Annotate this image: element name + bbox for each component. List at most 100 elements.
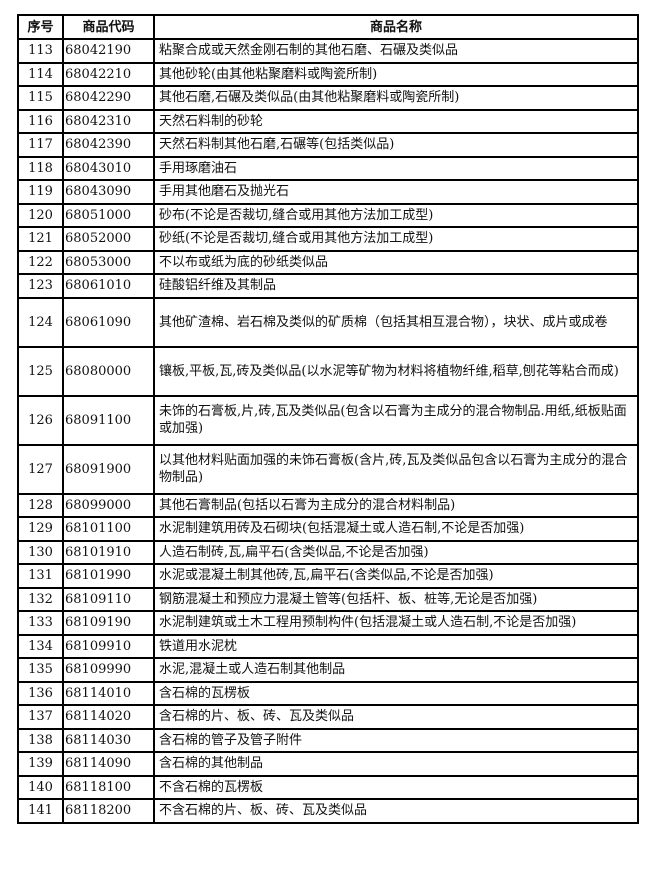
commodity-code-cell: 68042290 (62, 85, 155, 111)
table-row: 138 68114030 含石棉的管子及管子附件 (17, 727, 639, 753)
commodity-code-cell: 68101100 (62, 516, 155, 542)
commodity-name-cell: 手用琢磨油石 (153, 155, 639, 181)
serial-number-cell: 130 (17, 539, 64, 565)
commodity-code-cell: 68051000 (62, 202, 155, 228)
table-row: 113 68042190 粘聚合成或天然金刚石制的其他石磨、石碾及类似品 (17, 38, 639, 64)
serial-number-cell: 124 (17, 296, 64, 348)
table-row: 136 68114010 含石棉的瓦楞板 (17, 680, 639, 706)
commodity-name-cell: 手用其他磨石及抛光石 (153, 179, 639, 205)
commodity-name-cell: 镶板,平板,瓦,砖及类似品(以水泥等矿物为材料将植物纤维,稻草,刨花等粘合而成) (153, 345, 639, 397)
commodity-code-cell: 68061090 (62, 296, 155, 348)
serial-number-cell: 115 (17, 85, 64, 111)
commodity-code-cell: 68080000 (62, 345, 155, 397)
table-row: 118 68043010 手用琢磨油石 (17, 155, 639, 181)
serial-number-cell: 132 (17, 586, 64, 612)
commodity-code-cell: 68114020 (62, 704, 155, 730)
table-row: 114 68042210 其他砂轮(由其他粘聚磨料或陶瓷所制) (17, 61, 639, 87)
commodity-code-cell: 68053000 (62, 249, 155, 275)
table-row: 135 68109990 水泥,混凝土或人造石制其他制品 (17, 657, 639, 683)
commodity-code-cell: 68052000 (62, 226, 155, 252)
serial-number-cell: 138 (17, 727, 64, 753)
commodity-name-cell: 水泥制建筑用砖及石砌块(包括混凝土或人造石制,不论是否加强) (153, 516, 639, 542)
table-row: 115 68042290 其他石磨,石碾及类似品(由其他粘聚磨料或陶瓷所制) (17, 85, 639, 111)
commodity-code-cell: 68061010 (62, 273, 155, 299)
commodity-name-cell: 含石棉的其他制品 (153, 751, 639, 777)
serial-number-cell: 116 (17, 108, 64, 134)
serial-number-cell: 119 (17, 179, 64, 205)
commodity-name-cell: 水泥或混凝土制其他砖,瓦,扁平石(含类似品,不论是否加强) (153, 563, 639, 589)
table-row: 129 68101100 水泥制建筑用砖及石砌块(包括混凝土或人造石制,不论是否加强… (17, 516, 639, 542)
commodity-name-cell: 其他砂轮(由其他粘聚磨料或陶瓷所制) (153, 61, 639, 87)
commodity-name-cell: 天然石料制其他石磨,石碾等(包括类似品) (153, 132, 639, 158)
commodity-name-cell: 含石棉的片、板、砖、瓦及类似品 (153, 704, 639, 730)
table-row: 122 68053000 不以布或纸为底的砂纸类似品 (17, 249, 639, 275)
table-row: 120 68051000 砂布(不论是否裁切,缝合或用其他方法加工成型) (17, 202, 639, 228)
serial-number-cell: 140 (17, 774, 64, 800)
serial-number-cell: 129 (17, 516, 64, 542)
commodity-code-cell: 68114090 (62, 751, 155, 777)
table-row: 124 68061090 其他矿渣棉、岩石棉及类似的矿质棉（包括其相互混合物），块状… (17, 296, 639, 348)
commodity-code-cell: 68099000 (62, 492, 155, 518)
table-row: 126 68091100 未饰的石膏板,片,砖,瓦及类似品(包含以石膏为主成分的混合… (17, 394, 639, 446)
commodity-code-cell: 68114010 (62, 680, 155, 706)
serial-number-cell: 127 (17, 443, 64, 495)
commodity-name-cell: 砂布(不论是否裁切,缝合或用其他方法加工成型) (153, 202, 639, 228)
commodity-code-cell: 68043010 (62, 155, 155, 181)
commodity-code-cell: 68042210 (62, 61, 155, 87)
serial-number-cell: 121 (17, 226, 64, 252)
commodity-name-cell: 不含石棉的片、板、砖、瓦及类似品 (153, 798, 639, 824)
serial-number-cell: 128 (17, 492, 64, 518)
serial-number-cell: 120 (17, 202, 64, 228)
commodity-code-cell: 68118200 (62, 798, 155, 824)
table-row: 132 68109110 钢筋混凝土和预应力混凝土管等(包括杆、板、桩等,无论是否加… (17, 586, 639, 612)
serial-number-cell: 126 (17, 394, 64, 446)
commodity-name-cell: 粘聚合成或天然金刚石制的其他石磨、石碾及类似品 (153, 38, 639, 64)
commodity-code-cell: 68091100 (62, 394, 155, 446)
table-row: 119 68043090 手用其他磨石及抛光石 (17, 179, 639, 205)
table-row: 131 68101990 水泥或混凝土制其他砖,瓦,扁平石(含类似品,不论是否加强) (17, 563, 639, 589)
commodity-code-cell: 68091900 (62, 443, 155, 495)
serial-number-cell: 135 (17, 657, 64, 683)
commodity-name-cell: 其他石膏制品(包括以石膏为主成分的混合材料制品) (153, 492, 639, 518)
table-row: 123 68061010 硅酸铝纤维及其制品 (17, 273, 639, 299)
commodity-code-cell: 68101990 (62, 563, 155, 589)
serial-number-cell: 134 (17, 633, 64, 659)
table-row: 127 68091900 以其他材料贴面加强的未饰石膏板(含片,砖,瓦及类似品包含以… (17, 443, 639, 495)
commodity-name-cell: 水泥,混凝土或人造石制其他制品 (153, 657, 639, 683)
commodity-code-cell: 68101910 (62, 539, 155, 565)
commodity-name-cell: 钢筋混凝土和预应力混凝土管等(包括杆、板、桩等,无论是否加强) (153, 586, 639, 612)
commodity-code-cell: 68042310 (62, 108, 155, 134)
commodity-code-cell: 68114030 (62, 727, 155, 753)
serial-number-cell: 113 (17, 38, 64, 64)
commodity-name-cell: 其他石磨,石碾及类似品(由其他粘聚磨料或陶瓷所制) (153, 85, 639, 111)
table-row: 140 68118100 不含石棉的瓦楞板 (17, 774, 639, 800)
table-row: 128 68099000 其他石膏制品(包括以石膏为主成分的混合材料制品) (17, 492, 639, 518)
commodity-name-cell: 砂纸(不论是否裁切,缝合或用其他方法加工成型) (153, 226, 639, 252)
header-commodity-code: 商品代码 (62, 14, 155, 40)
table-row: 134 68109910 铁道用水泥枕 (17, 633, 639, 659)
commodity-name-cell: 含石棉的瓦楞板 (153, 680, 639, 706)
table-row: 137 68114020 含石棉的片、板、砖、瓦及类似品 (17, 704, 639, 730)
serial-number-cell: 125 (17, 345, 64, 397)
table-row: 139 68114090 含石棉的其他制品 (17, 751, 639, 777)
commodity-code-cell: 68042190 (62, 38, 155, 64)
commodity-name-cell: 铁道用水泥枕 (153, 633, 639, 659)
serial-number-cell: 139 (17, 751, 64, 777)
commodity-table: 序号 商品代码 商品名称 113 68042190 粘聚合成或天然金刚石制的其他石磨… (17, 14, 639, 824)
table-row: 116 68042310 天然石料制的砂轮 (17, 108, 639, 134)
table-row: 141 68118200 不含石棉的片、板、砖、瓦及类似品 (17, 798, 639, 824)
commodity-name-cell: 天然石料制的砂轮 (153, 108, 639, 134)
serial-number-cell: 122 (17, 249, 64, 275)
commodity-name-cell: 未饰的石膏板,片,砖,瓦及类似品(包含以石膏为主成分的混合物制品.用纸,纸板贴面… (153, 394, 639, 446)
commodity-name-cell: 以其他材料贴面加强的未饰石膏板(含片,砖,瓦及类似品包含以石膏为主成分的混合物制… (153, 443, 639, 495)
serial-number-cell: 136 (17, 680, 64, 706)
table-row: 117 68042390 天然石料制其他石磨,石碾等(包括类似品) (17, 132, 639, 158)
table-row: 133 68109190 水泥制建筑或土木工程用预制构件(包括混凝土或人造石制,不论… (17, 610, 639, 636)
serial-number-cell: 117 (17, 132, 64, 158)
serial-number-cell: 114 (17, 61, 64, 87)
table-row: 125 68080000 镶板,平板,瓦,砖及类似品(以水泥等矿物为材料将植物纤维,… (17, 345, 639, 397)
commodity-name-cell: 不含石棉的瓦楞板 (153, 774, 639, 800)
serial-number-cell: 131 (17, 563, 64, 589)
commodity-code-cell: 68109910 (62, 633, 155, 659)
table-header-row: 序号 商品代码 商品名称 (17, 14, 639, 40)
